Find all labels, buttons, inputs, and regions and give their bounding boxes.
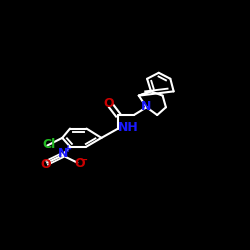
Text: Cl: Cl (42, 138, 55, 150)
Text: O: O (74, 157, 85, 170)
Text: N: N (58, 147, 68, 160)
Text: −: − (80, 155, 88, 165)
Text: O: O (104, 97, 115, 110)
Text: NH: NH (118, 120, 139, 134)
Text: +: + (64, 144, 72, 154)
Text: N: N (141, 100, 152, 113)
Text: O: O (40, 158, 51, 171)
